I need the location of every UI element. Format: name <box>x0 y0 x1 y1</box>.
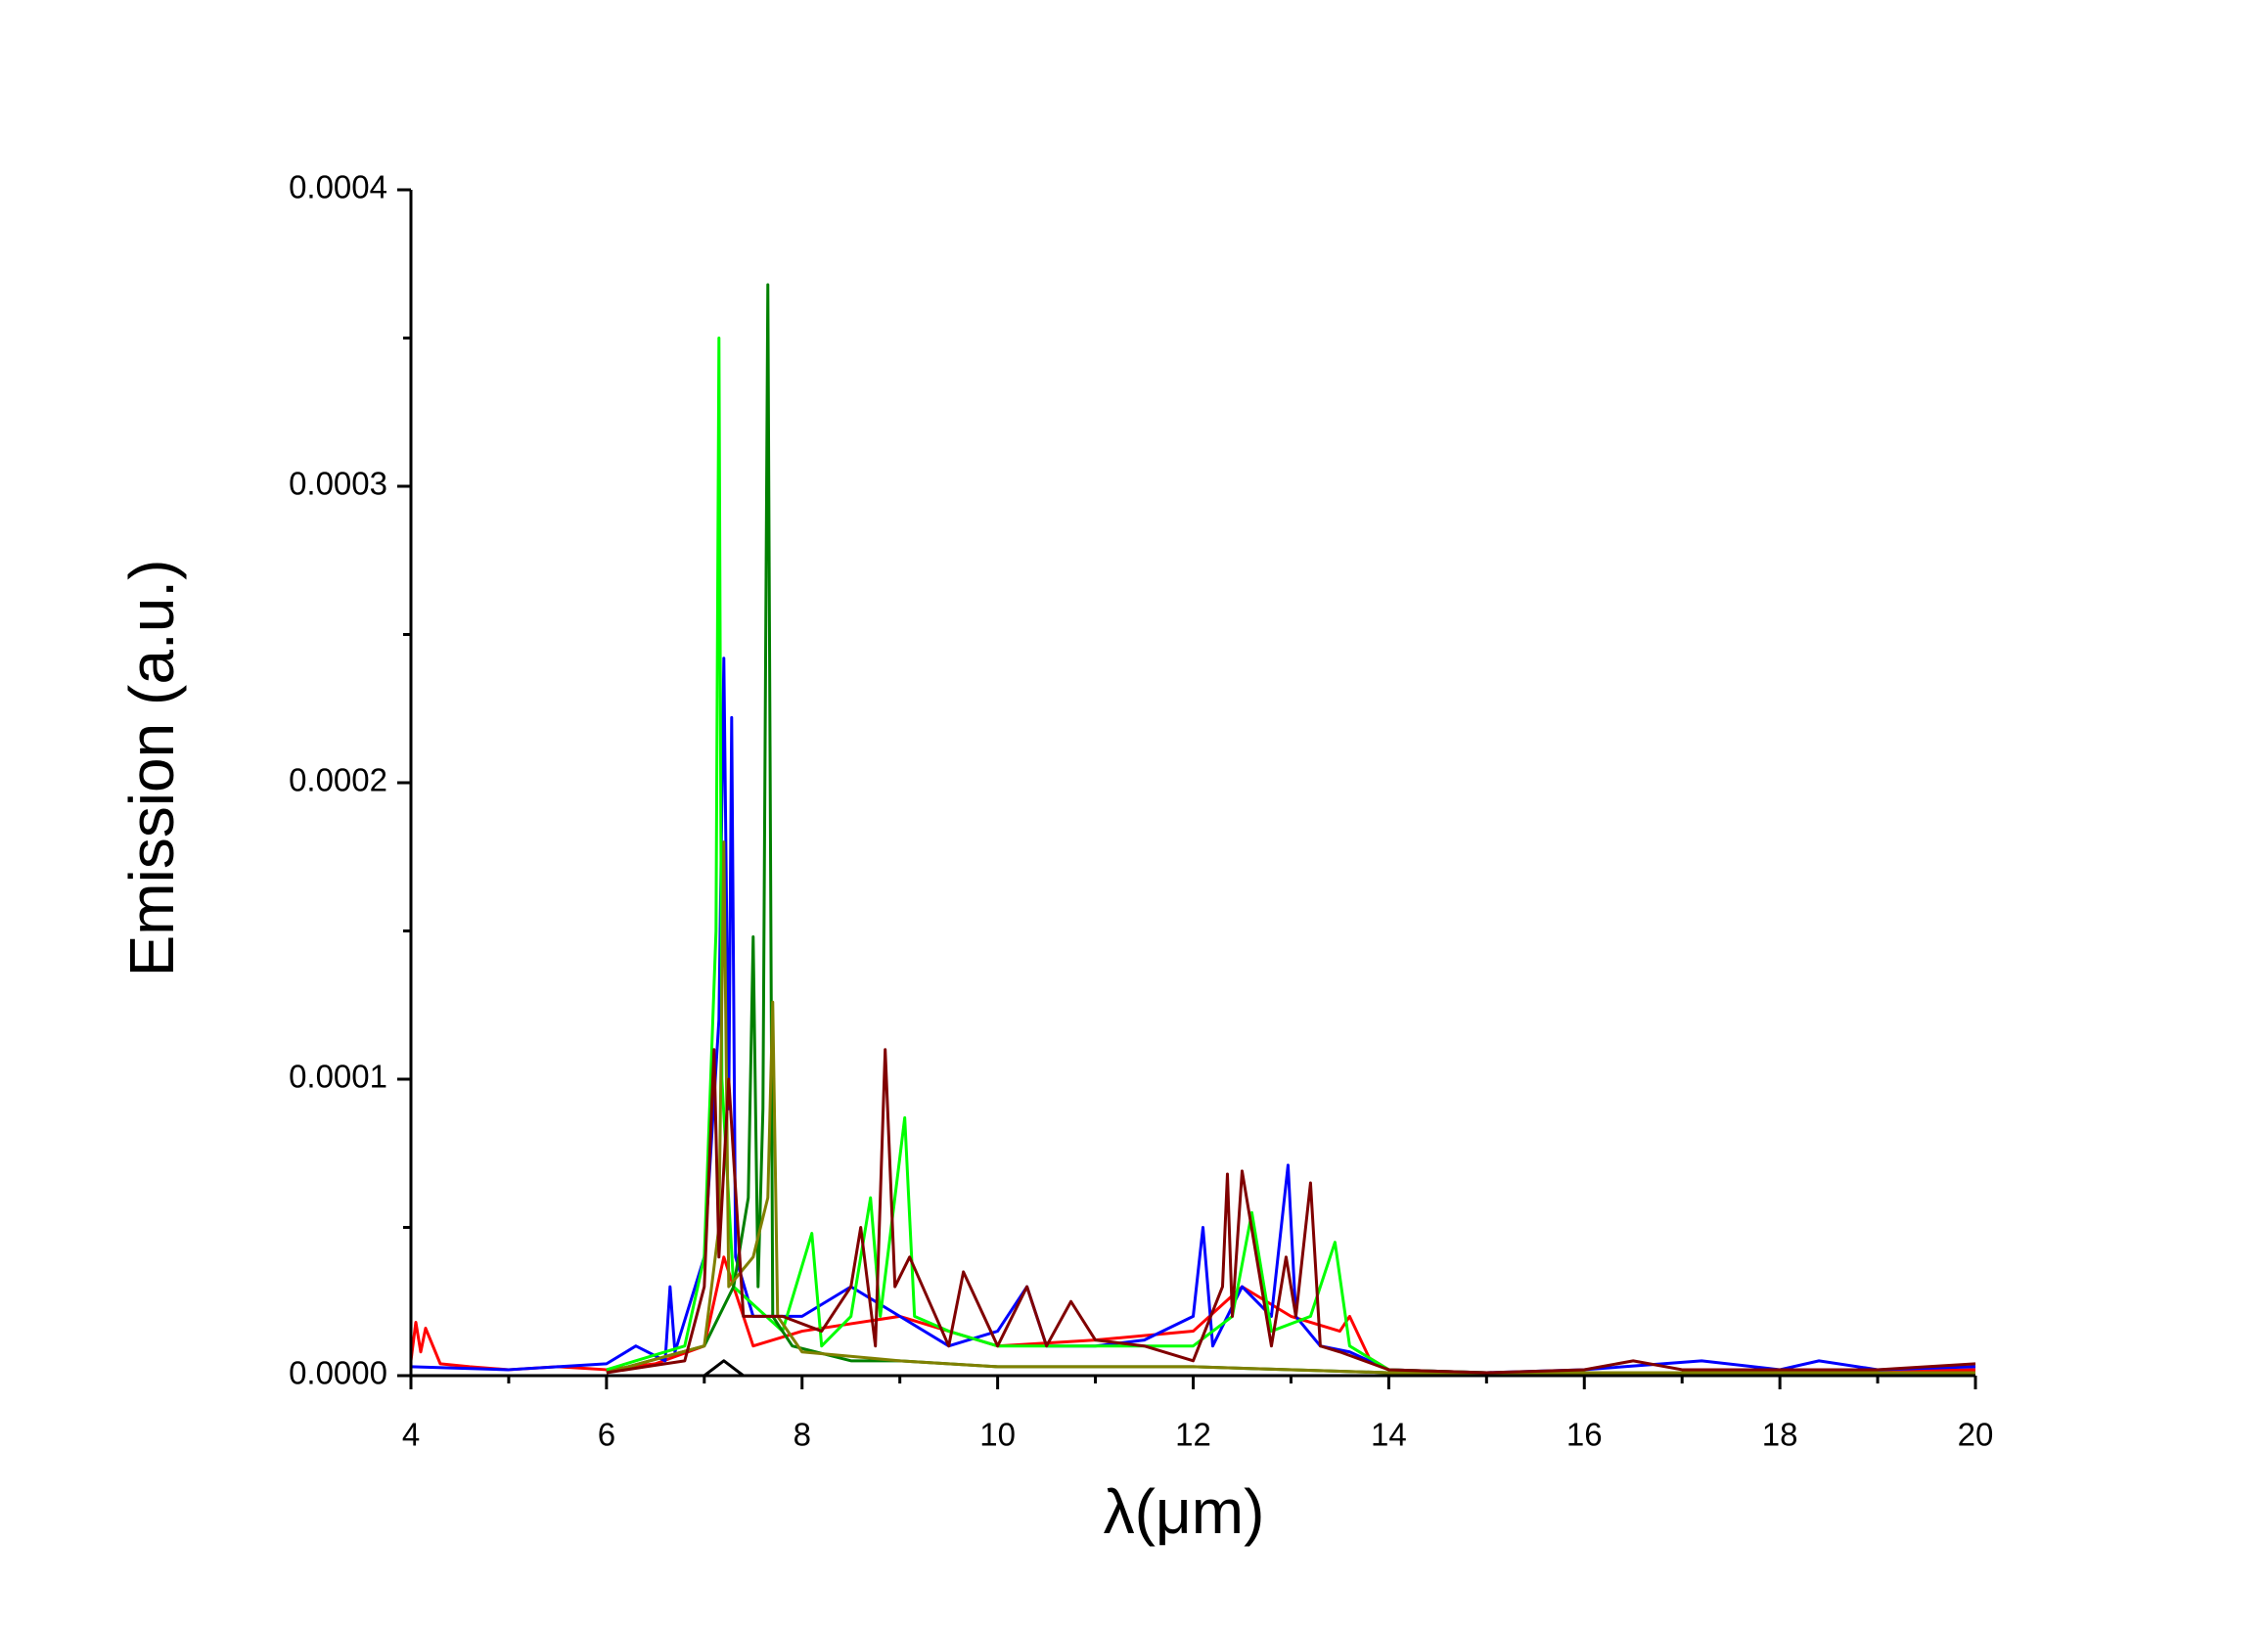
x-tick-label: 8 <box>794 1417 811 1453</box>
series-line <box>606 840 1975 1375</box>
series-line <box>410 657 1976 1375</box>
series-line <box>606 337 1975 1375</box>
x-tick-label: 14 <box>1371 1417 1407 1453</box>
x-axis-title: λ(μm) <box>1104 1476 1265 1547</box>
x-tick-label: 20 <box>1958 1417 1994 1453</box>
y-tick-label: 0.0002 <box>289 762 387 798</box>
y-tick-label: 0.0000 <box>289 1355 387 1391</box>
y-axis-title: Emission (a.u.) <box>116 560 187 977</box>
x-tick-label: 4 <box>402 1417 420 1453</box>
y-tick-label: 0.0003 <box>289 466 387 502</box>
y-tick-label: 0.0004 <box>289 169 387 205</box>
series-line <box>606 1048 1976 1375</box>
x-tick-label: 18 <box>1762 1417 1798 1453</box>
x-tick-label: 16 <box>1566 1417 1603 1453</box>
y-tick-label: 0.0001 <box>289 1059 387 1095</box>
x-tick-label: 10 <box>979 1417 1016 1453</box>
x-tick-label: 6 <box>598 1417 615 1453</box>
x-tick-label: 12 <box>1175 1417 1211 1453</box>
